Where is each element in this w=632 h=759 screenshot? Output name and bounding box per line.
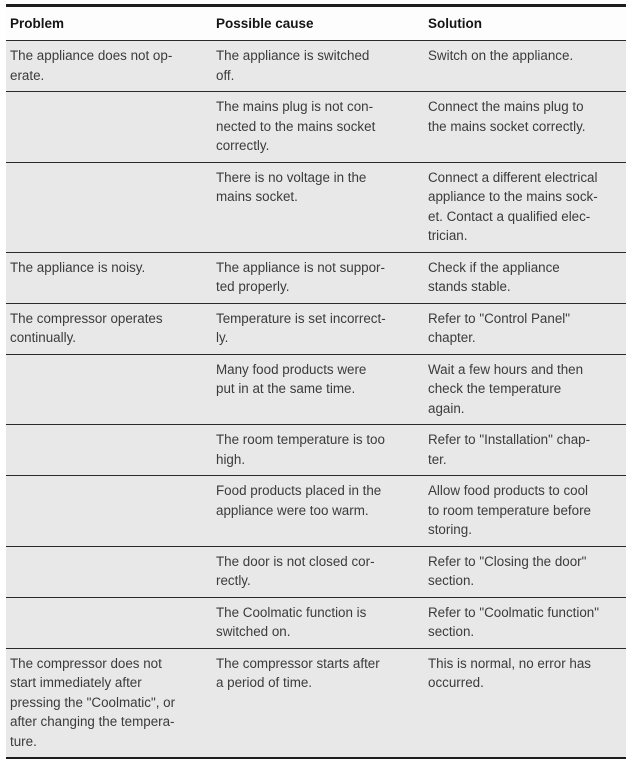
solution-cell: Refer to "Control Panel" chapter. <box>424 303 626 354</box>
solution-cell: Connect the mains plug to the mains sock… <box>424 91 626 162</box>
cause-cell: The Coolmatic function is switched on. <box>212 597 424 648</box>
problem-cell <box>6 424 212 476</box>
troubleshooting-table: Problem Possible cause Solution The appl… <box>6 4 626 759</box>
table-row: The Coolmatic function is switched on. R… <box>6 597 626 648</box>
table-row: The appliance does not op- erate. The ap… <box>6 40 626 92</box>
solution-cell: Wait a few hours and then check the temp… <box>424 354 626 425</box>
problem-cell <box>6 597 212 648</box>
cause-cell: The appliance is switched off. <box>212 40 424 92</box>
cause-cell: There is no voltage in the mains socket. <box>212 162 424 252</box>
column-header-cause: Possible cause <box>212 5 424 41</box>
problem-cell: The compressor does not start immediatel… <box>6 648 212 758</box>
cause-cell: The door is not closed cor- rectly. <box>212 546 424 597</box>
problem-cell <box>6 162 212 252</box>
problem-cell <box>6 91 212 162</box>
table-row: Food products placed in the appliance we… <box>6 475 626 546</box>
solution-cell: Refer to "Closing the door" section. <box>424 546 626 597</box>
solution-cell: Refer to "Coolmatic function" section. <box>424 597 626 648</box>
header-row: Problem Possible cause Solution <box>6 5 626 41</box>
problem-cell: The appliance does not op- erate. <box>6 40 212 92</box>
cause-cell: Many food products were put in at the sa… <box>212 354 424 425</box>
cause-cell: The appliance is not suppor- ted properl… <box>212 252 424 303</box>
solution-cell: Connect a different electrical appliance… <box>424 162 626 252</box>
problem-cell <box>6 546 212 597</box>
problem-cell <box>6 475 212 546</box>
table-row: The compressor operates continually. Tem… <box>6 303 626 354</box>
table-row: The room temperature is too high. Refer … <box>6 424 626 476</box>
table-row: The door is not closed cor- rectly. Refe… <box>6 546 626 597</box>
solution-cell: Allow food products to cool to room temp… <box>424 475 626 546</box>
table-row: The appliance is noisy. The appliance is… <box>6 252 626 303</box>
cause-cell: The compressor starts after a period of … <box>212 648 424 758</box>
problem-cell <box>6 354 212 425</box>
cause-cell: The room temperature is too high. <box>212 424 424 476</box>
problem-cell: The compressor operates continually. <box>6 303 212 354</box>
cause-cell: Temperature is set incorrect- ly. <box>212 303 424 354</box>
table-row: The compressor does not start immediatel… <box>6 648 626 758</box>
solution-cell: Check if the appliance stands stable. <box>424 252 626 303</box>
problem-cell: The appliance is noisy. <box>6 252 212 303</box>
cause-cell: The mains plug is not con- nected to the… <box>212 91 424 162</box>
table-row: There is no voltage in the mains socket.… <box>6 162 626 252</box>
column-header-problem: Problem <box>6 5 212 41</box>
solution-cell: This is normal, no error has occurred. <box>424 648 626 758</box>
column-header-solution: Solution <box>424 5 626 41</box>
solution-cell: Switch on the appliance. <box>424 40 626 92</box>
table-row: The mains plug is not con- nected to the… <box>6 91 626 162</box>
cause-cell: Food products placed in the appliance we… <box>212 475 424 546</box>
solution-cell: Refer to "Installation" chap- ter. <box>424 424 626 476</box>
table-row: Many food products were put in at the sa… <box>6 354 626 425</box>
